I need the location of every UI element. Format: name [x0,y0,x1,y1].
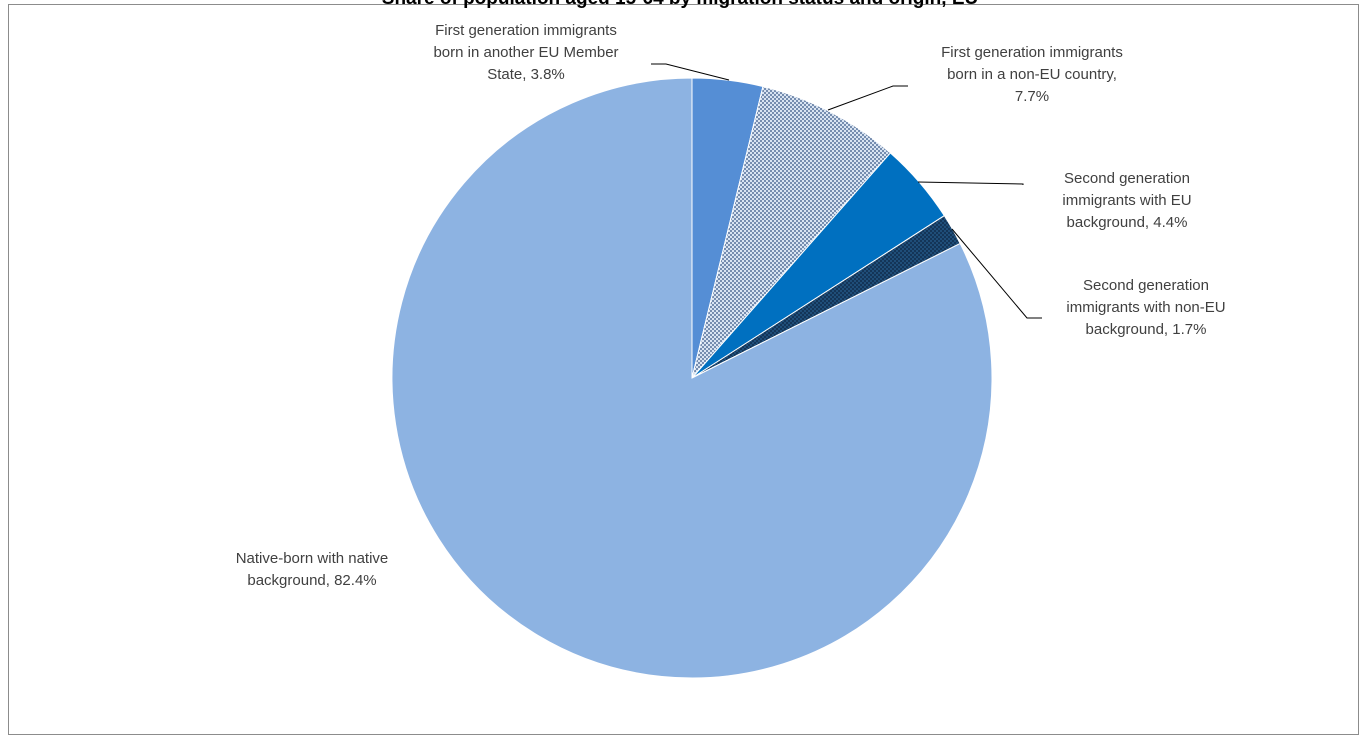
leader-line-second-gen-eu [917,181,1024,185]
chart-title: Share of population aged 15-64 by migrat… [0,0,1360,10]
data-label-second-gen-non-eu: Second generation immigrants with non-EU b… [1066,277,1225,338]
data-label-line: Second generation [1064,170,1190,187]
leader-line-first-gen-eu [651,63,730,81]
data-label-line: 7.7% [1015,88,1049,105]
leader-line-first-gen-non-eu [827,85,908,111]
data-label-line: background, 4.4% [1067,214,1188,231]
pie-slice-first-gen-non-eu [691,85,892,379]
data-label-line: State, 3.8% [487,66,565,83]
data-label-line: First generation immigrants [435,22,617,39]
data-label-native-born: Native-born with native background, 82.4% [236,550,389,589]
data-label-second-gen-eu: Second generation immigrants with EU backg… [1062,170,1191,231]
data-label-line: born in a non-EU country, [947,66,1117,83]
data-label-line: immigrants with EU [1062,192,1191,209]
data-label-line: born in another EU Member [433,44,618,61]
data-label-line: Native-born with native [236,550,389,567]
data-label-line: background, 1.7% [1086,321,1207,338]
leader-line-second-gen-non-eu [951,228,1042,319]
data-label-line: background, 82.4% [247,572,376,589]
data-label-line: immigrants with non-EU [1066,299,1225,316]
pie-slice-native-born [391,77,993,679]
data-label-first-gen-non-eu: First generation immigrants born in a non… [941,44,1123,105]
data-label-first-gen-eu: First generation immigrants born in anoth… [433,22,618,83]
data-label-line: First generation immigrants [941,44,1123,61]
data-label-line: Second generation [1083,277,1209,294]
